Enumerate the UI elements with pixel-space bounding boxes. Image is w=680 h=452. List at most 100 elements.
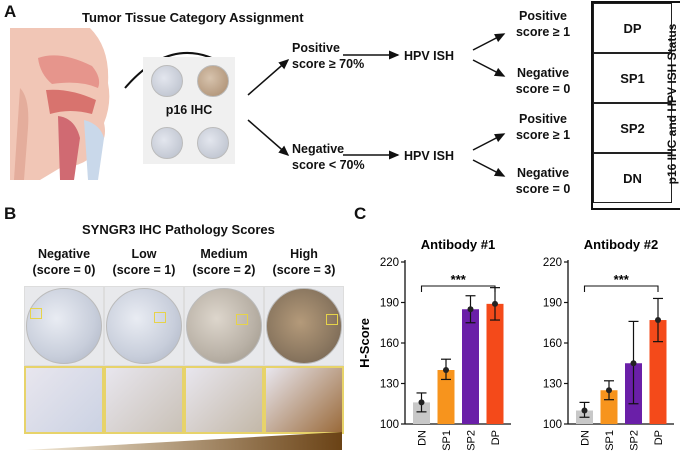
status-sp2-label: SP2	[620, 120, 645, 136]
x-tick-label: DP	[490, 430, 502, 445]
x-tick-label: SP2	[629, 430, 641, 451]
negative-word: Negative	[292, 142, 345, 156]
negative-branch-label: Negative score < 70%	[292, 141, 365, 173]
bar	[437, 370, 455, 424]
score-name: Negative	[37, 247, 91, 261]
x-tick-label: DN	[580, 430, 592, 446]
tma-core	[151, 65, 183, 97]
y-tick-label: 100	[543, 419, 562, 431]
hpv-ish-bottom: HPV ISH	[404, 149, 455, 163]
chart-title: Antibody #2	[584, 237, 658, 252]
zoomed-tissue-image	[264, 366, 344, 434]
tma-core	[151, 127, 183, 159]
status-dn-label: DN	[623, 170, 642, 186]
status-dp: DP	[593, 3, 672, 53]
y-tick-label: 190	[543, 298, 562, 310]
tma-core-image	[266, 288, 342, 364]
bar	[649, 320, 667, 424]
mean-point	[581, 407, 588, 414]
status-dn: DN	[593, 153, 672, 203]
score-name: Medium	[200, 247, 248, 261]
zoomed-tissue-image	[104, 366, 184, 434]
outcome-neg-neg: Negative score = 0	[503, 165, 583, 197]
y-tick-label: 100	[380, 419, 399, 431]
score-value: (score = 2)	[192, 263, 256, 277]
score-gradient-wedge	[26, 432, 342, 450]
p16-tma-panel: p16 IHC	[143, 57, 235, 164]
score-value: (score = 0)	[32, 263, 96, 277]
outcome-neg-pos: Positive score ≥ 1	[503, 111, 583, 143]
score-name: High	[290, 247, 318, 261]
outcome-word: Negative	[516, 66, 570, 80]
score-value: (score = 1)	[112, 263, 176, 277]
bar	[600, 390, 618, 424]
bar	[486, 303, 504, 424]
mean-point	[443, 367, 449, 373]
mean-point	[655, 317, 661, 324]
panel-a-letter: A	[4, 2, 17, 21]
tma-core-image	[186, 288, 262, 364]
panel-b-letter: B	[4, 204, 17, 223]
positive-word: Positive	[292, 41, 340, 55]
mean-point	[467, 306, 474, 313]
mean-point	[606, 387, 612, 394]
y-tick-label: 220	[543, 257, 562, 269]
bar	[413, 402, 430, 424]
mean-point	[418, 399, 425, 406]
outcome-score: score = 0	[515, 82, 571, 96]
significance-bracket	[583, 285, 659, 292]
outcome-score: score ≥ 1	[515, 25, 571, 39]
y-tick-label: 160	[380, 338, 399, 350]
status-title: p16 IHC and HPV ISH Status	[665, 23, 679, 185]
panel-b-title: SYNGR3 IHC Pathology Scores	[82, 222, 275, 237]
x-tick-label: DP	[653, 430, 665, 445]
significance-stars: ***	[451, 272, 467, 287]
panel-a-title: Tumor Tissue Category Assignment	[82, 10, 304, 25]
panel-c-letter: C	[354, 204, 367, 223]
mean-point	[630, 360, 637, 367]
zoom-region-marker	[326, 314, 338, 325]
negative-threshold: score < 70%	[292, 158, 365, 172]
score-value: (score = 3)	[272, 263, 336, 277]
zoom-region-marker	[154, 312, 166, 323]
x-tick-label: SP1	[441, 430, 453, 451]
bar	[462, 309, 479, 424]
y-tick-label: 190	[380, 298, 399, 310]
head-illustration	[10, 28, 110, 180]
zoomed-tissue-image	[24, 366, 104, 434]
zoom-region-marker	[236, 314, 248, 325]
x-tick-label: SP2	[466, 430, 478, 451]
status-legend	[591, 1, 680, 210]
tma-core	[197, 127, 229, 159]
score-name: Low	[131, 247, 157, 261]
p16-ihc-label: p16 IHC	[165, 103, 213, 117]
outcome-pos-pos: Positive score ≥ 1	[503, 8, 583, 40]
branch-arrows	[247, 33, 506, 177]
positive-threshold: score ≥ 70%	[292, 57, 365, 71]
positive-branch-label: Positive score ≥ 70%	[292, 40, 364, 72]
status-sp1-label: SP1	[620, 70, 645, 86]
x-tick-label: DN	[417, 430, 429, 446]
status-sp1: SP1	[593, 53, 672, 103]
x-tick-label: SP1	[604, 430, 616, 451]
y-tick-label: 220	[380, 257, 399, 269]
status-sp2: SP2	[593, 103, 672, 153]
chart-title: Antibody #1	[421, 237, 495, 252]
outcome-word: Negative	[516, 166, 570, 180]
hpv-ish-top: HPV ISH	[404, 49, 455, 63]
significance-bracket	[420, 285, 496, 292]
tma-core-image	[106, 288, 182, 364]
zoomed-tissue-image	[184, 366, 264, 434]
outcome-pos-neg: Negative score = 0	[503, 65, 583, 97]
score-column-header: High (score = 3)	[264, 246, 344, 278]
tma-core	[197, 65, 229, 97]
mean-point	[492, 300, 498, 307]
score-column-header: Negative (score = 0)	[24, 246, 104, 278]
score-column-header: Low (score = 1)	[104, 246, 184, 278]
outcome-word: Positive	[519, 9, 567, 23]
y-tick-label: 130	[543, 379, 562, 391]
y-tick-label: 130	[380, 379, 399, 391]
significance-stars: ***	[614, 272, 630, 287]
score-column-header: Medium (score = 2)	[184, 246, 264, 278]
y-axis-label: H-Score	[357, 318, 372, 368]
